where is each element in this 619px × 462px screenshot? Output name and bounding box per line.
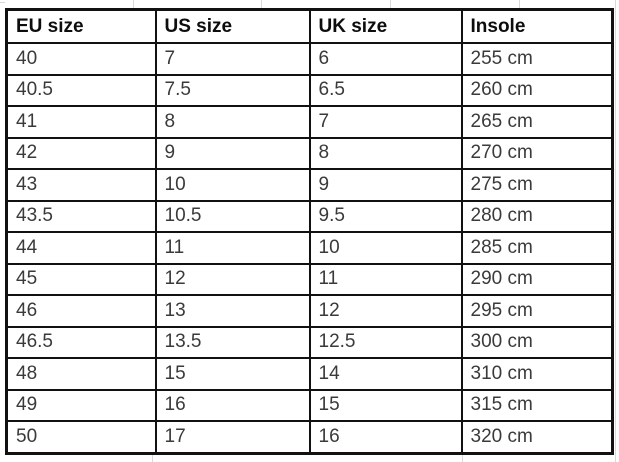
cell: 300 cm — [460, 325, 614, 360]
cell: 9.5 — [308, 199, 463, 234]
gridline-stub — [615, 0, 616, 462]
table-row: 40 7 6 255 cm — [5, 42, 614, 76]
table-row: 48 15 14 310 cm — [5, 357, 614, 391]
cell: 40 — [5, 42, 157, 76]
cell: 290 cm — [460, 262, 614, 297]
cell: 13 — [154, 294, 311, 328]
table-row: 42 9 8 270 cm — [5, 136, 614, 171]
table-row: 49 16 15 315 cm — [5, 388, 614, 423]
cell: 12.5 — [308, 325, 463, 360]
gridline-stub — [133, 0, 134, 8]
table-row: 50 17 16 320 cm — [5, 420, 614, 455]
size-conversion-table: EU size US size UK size Insole 40 7 6 255 c… — [5, 8, 614, 455]
cell: 310 cm — [460, 357, 614, 391]
cell: 49 — [5, 388, 157, 423]
cell: 255 cm — [460, 42, 614, 76]
column-header-eu-size: EU size — [5, 8, 157, 44]
gridline-stub — [390, 0, 391, 8]
column-header-uk-size: UK size — [308, 8, 463, 44]
cell: 11 — [308, 262, 463, 297]
cell: 315 cm — [460, 388, 614, 423]
column-header-insole: Insole — [460, 8, 614, 44]
cell: 50 — [5, 420, 157, 455]
cell: 295 cm — [460, 294, 614, 328]
cell: 12 — [154, 262, 311, 297]
cell: 10 — [154, 168, 311, 202]
cell: 9 — [308, 168, 463, 202]
table-row: 46 13 12 295 cm — [5, 294, 614, 328]
table-row: 43.5 10.5 9.5 280 cm — [5, 199, 614, 234]
table-row: 46.5 13.5 12.5 300 cm — [5, 325, 614, 360]
cell: 15 — [154, 357, 311, 391]
cell: 10.5 — [154, 199, 311, 234]
cell: 6.5 — [308, 73, 463, 108]
cell: 13.5 — [154, 325, 311, 360]
cell: 15 — [308, 388, 463, 423]
cell: 280 cm — [460, 199, 614, 234]
table-row: 41 8 7 265 cm — [5, 105, 614, 139]
cell: 46 — [5, 294, 157, 328]
cell: 43.5 — [5, 199, 157, 234]
cell: 320 cm — [460, 420, 614, 455]
cell: 16 — [154, 388, 311, 423]
table-row: 40.5 7.5 6.5 260 cm — [5, 73, 614, 108]
cell: 11 — [154, 231, 311, 265]
cell: 44 — [5, 231, 157, 265]
gridline-stub — [261, 0, 262, 8]
cell: 42 — [5, 136, 157, 171]
cell: 8 — [154, 105, 311, 139]
table-row: 44 11 10 285 cm — [5, 231, 614, 265]
cell: 7 — [154, 42, 311, 76]
cell: 48 — [5, 357, 157, 391]
cell: 16 — [308, 420, 463, 455]
cell: 260 cm — [460, 73, 614, 108]
table-row: 45 12 11 290 cm — [5, 262, 614, 297]
gridline-stub — [462, 455, 463, 462]
table-header: EU size US size UK size Insole — [5, 8, 614, 44]
gridline-stub — [152, 455, 153, 462]
cell: 43 — [5, 168, 157, 202]
cell: 285 cm — [460, 231, 614, 265]
cell: 270 cm — [460, 136, 614, 171]
cell: 41 — [5, 105, 157, 139]
cell: 45 — [5, 262, 157, 297]
cell: 17 — [154, 420, 311, 455]
column-header-us-size: US size — [154, 8, 311, 44]
cell: 7 — [308, 105, 463, 139]
gridline-stub — [519, 0, 520, 8]
gridline-stub — [0, 2, 5, 3]
cell: 10 — [308, 231, 463, 265]
cell: 275 cm — [460, 168, 614, 202]
cell: 265 cm — [460, 105, 614, 139]
cell: 40.5 — [5, 73, 157, 108]
cell: 14 — [308, 357, 463, 391]
header-row: EU size US size UK size Insole — [5, 8, 614, 44]
cell: 46.5 — [5, 325, 157, 360]
cell: 12 — [308, 294, 463, 328]
cell: 7.5 — [154, 73, 311, 108]
table-body: 40 7 6 255 cm 40.5 7.5 6.5 260 cm 41 8 7 265 cm 42 9 8… — [5, 42, 614, 455]
cell: 6 — [308, 42, 463, 76]
table-row: 43 10 9 275 cm — [5, 168, 614, 202]
cell: 8 — [308, 136, 463, 171]
cell: 9 — [154, 136, 311, 171]
